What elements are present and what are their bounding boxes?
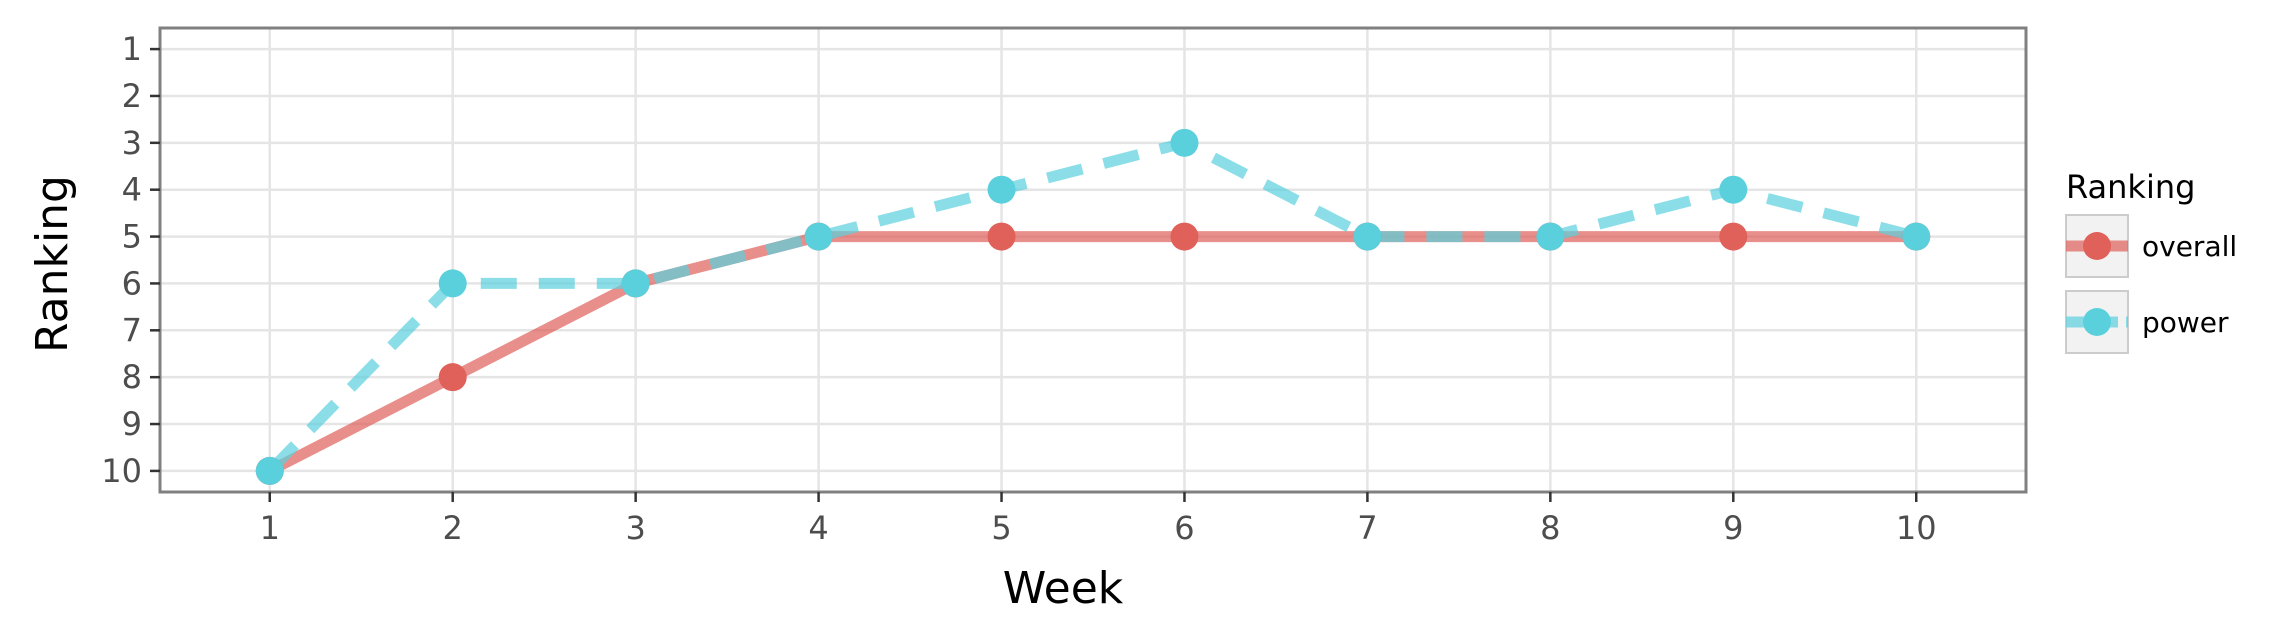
data-point-power bbox=[804, 222, 833, 251]
data-point-power bbox=[1170, 128, 1199, 157]
y-tick-label: 9 bbox=[122, 405, 142, 443]
y-tick-label: 7 bbox=[122, 311, 142, 349]
data-point-power bbox=[255, 456, 284, 485]
x-axis-ticks: 1 2 3 4 5 6 7 8 9 10 bbox=[260, 492, 1937, 547]
legend-entry-overall: overall bbox=[2065, 214, 2237, 278]
x-tick-label: 7 bbox=[1357, 509, 1377, 547]
x-tick-label: 9 bbox=[1723, 509, 1743, 547]
legend-entries: overall power bbox=[2065, 214, 2237, 354]
y-tick-label: 10 bbox=[101, 452, 142, 490]
series-line-overall bbox=[267, 231, 1917, 476]
x-tick-label: 2 bbox=[443, 509, 463, 547]
y-tick-label: 4 bbox=[122, 171, 142, 209]
data-point-power bbox=[1536, 222, 1565, 251]
data-point-power bbox=[621, 269, 650, 298]
y-axis-ticks: 1 2 3 4 5 6 7 8 9 10 bbox=[101, 30, 160, 490]
data-point-overall bbox=[987, 222, 1016, 251]
y-tick-label: 3 bbox=[122, 124, 142, 162]
legend-title: Ranking bbox=[2066, 168, 2195, 206]
y-tick-label: 6 bbox=[122, 264, 142, 302]
x-tick-label: 5 bbox=[991, 509, 1011, 547]
legend: Ranking overall power bbox=[2065, 168, 2237, 354]
data-point-overall bbox=[1170, 222, 1199, 251]
x-tick-label: 1 bbox=[260, 509, 280, 547]
y-tick-label: 1 bbox=[122, 30, 142, 68]
legend-key-marker bbox=[2083, 232, 2111, 260]
data-point-overall bbox=[438, 363, 467, 392]
series-points bbox=[255, 128, 1931, 485]
legend-entry-power: power bbox=[2065, 290, 2229, 354]
x-tick-label: 3 bbox=[625, 509, 645, 547]
legend-label: overall bbox=[2142, 230, 2237, 263]
legend-key-marker bbox=[2083, 308, 2111, 336]
x-tick-label: 8 bbox=[1540, 509, 1560, 547]
series-line-power bbox=[265, 137, 1918, 475]
data-point-power bbox=[438, 269, 467, 298]
y-tick-label: 2 bbox=[122, 77, 142, 115]
panel-border bbox=[158, 26, 2028, 494]
data-point-overall bbox=[1719, 222, 1748, 251]
x-tick-label: 6 bbox=[1174, 509, 1194, 547]
x-axis-title: Week bbox=[1003, 563, 1124, 614]
legend-label: power bbox=[2142, 306, 2229, 339]
y-tick-label: 5 bbox=[122, 218, 142, 256]
x-tick-label: 10 bbox=[1896, 509, 1937, 547]
x-tick-label: 4 bbox=[808, 509, 828, 547]
data-point-power bbox=[1719, 175, 1748, 204]
y-tick-label: 8 bbox=[122, 358, 142, 396]
data-point-power bbox=[1353, 222, 1382, 251]
data-point-power bbox=[987, 175, 1016, 204]
y-axis-title: Ranking bbox=[27, 175, 78, 353]
data-point-power bbox=[1902, 222, 1931, 251]
series-lines bbox=[265, 137, 1918, 476]
